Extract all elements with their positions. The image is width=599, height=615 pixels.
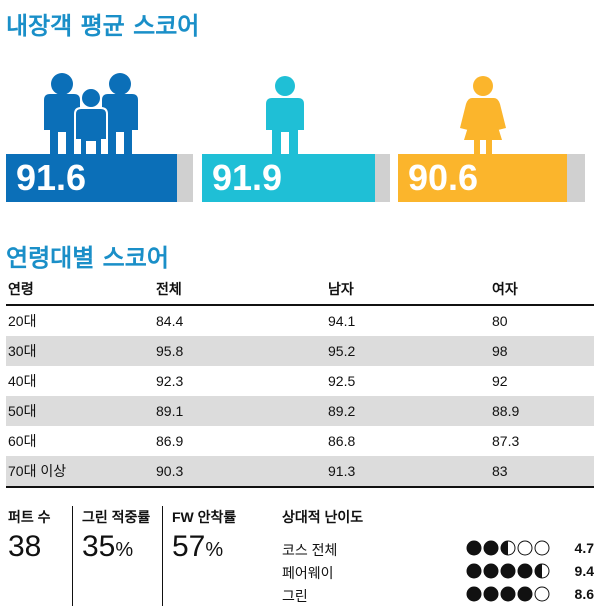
filled-dot — [500, 586, 516, 602]
difficulty-row: 그린 8.6 — [282, 584, 594, 606]
half-dot — [535, 564, 542, 578]
table-cell: 92.3 — [156, 373, 184, 389]
average-score-title: 내장객 평균 스코어 — [6, 12, 200, 40]
difficulty-rating — [466, 563, 550, 579]
gir-value: 35% — [82, 530, 133, 564]
table-cell: 86.9 — [156, 433, 184, 449]
table-cell: 92.5 — [328, 373, 356, 389]
difficulty-label: 그린 — [282, 588, 308, 604]
table-cell: 95.8 — [154, 336, 326, 366]
bar-value-female: 90.6 — [408, 157, 479, 198]
fw-number: 57 — [172, 530, 206, 563]
filled-dot — [483, 563, 499, 579]
filled-dot — [466, 563, 482, 579]
table-header-row: 연령 전체 남자 여자 — [6, 274, 594, 306]
table-cell: 98 — [490, 336, 594, 366]
bar-track-female: 90.6 — [398, 154, 585, 202]
table-cell: 70대 이상 — [6, 456, 154, 488]
table-row: 50대 89.1 89.2 88.9 — [6, 396, 594, 426]
table-cell: 95.2 — [326, 336, 490, 366]
table-cell: 88.9 — [490, 396, 594, 426]
table-cell: 40대 — [8, 373, 37, 389]
fw-label: FW 안착률 — [172, 509, 237, 525]
table-cell: 91.3 — [326, 456, 490, 488]
filled-dot — [483, 586, 499, 602]
difficulty-score: 4.7 — [574, 540, 594, 556]
difficulty-row: 코스 전체 4.7 — [282, 538, 594, 560]
filled-dot — [466, 586, 482, 602]
table-cell: 80 — [492, 313, 508, 329]
putts-value: 38 — [8, 530, 41, 564]
table-cell: 84.4 — [156, 313, 184, 329]
divider — [162, 506, 163, 606]
bar-all — [6, 154, 178, 202]
gir-label: 그린 적중률 — [82, 509, 151, 525]
filled-dot — [517, 586, 533, 602]
male-icon — [266, 76, 304, 156]
table-row: 20대 84.4 94.1 80 — [6, 305, 594, 336]
table-cell: 92 — [492, 373, 508, 389]
empty-dot — [534, 540, 550, 556]
table-cell: 50대 — [6, 396, 154, 426]
table-row: 60대 86.9 86.8 87.3 — [6, 426, 594, 456]
bar-male — [202, 154, 375, 202]
empty-dot — [517, 540, 533, 556]
difficulty-row: 페어웨이 9.4 — [282, 561, 594, 583]
difficulty-label: 코스 전체 — [282, 542, 338, 558]
difficulty-rating — [466, 586, 550, 602]
table-cell: 89.2 — [326, 396, 490, 426]
column-header-total: 전체 — [154, 274, 326, 306]
bar-value-male: 91.9 — [212, 157, 283, 198]
putts-number: 38 — [8, 530, 42, 563]
column-header-age: 연령 — [6, 274, 154, 306]
putts-label: 퍼트 수 — [8, 509, 51, 525]
table-cell: 87.3 — [492, 433, 520, 449]
difficulty-rating — [466, 540, 550, 556]
table-cell: 89.1 — [154, 396, 326, 426]
difficulty-score: 8.6 — [574, 586, 594, 602]
table-cell: 83 — [490, 456, 594, 488]
column-header-female: 여자 — [490, 274, 594, 306]
table-cell: 20대 — [8, 313, 37, 329]
gir-unit: % — [115, 539, 134, 561]
table-cell: 86.8 — [328, 433, 356, 449]
table-cell: 90.3 — [154, 456, 326, 488]
age-score-table: 연령 전체 남자 여자 20대 84.4 94.1 80 30대 95.8 95.2 98 40… — [6, 274, 594, 488]
table-cell: 60대 — [8, 433, 37, 449]
bar-female — [398, 154, 568, 202]
filled-dot — [466, 540, 482, 556]
difficulty-title: 상대적 난이도 — [282, 509, 364, 525]
female-icon — [460, 76, 506, 156]
difficulty-label: 페어웨이 — [282, 565, 334, 581]
bar-track-all: 91.6 — [6, 154, 193, 202]
age-score-title: 연령대별 스코어 — [6, 244, 169, 272]
filled-dot — [483, 540, 499, 556]
fw-unit: % — [205, 539, 224, 561]
table-row: 40대 92.3 92.5 92 — [6, 366, 594, 396]
divider — [72, 506, 73, 606]
bar-track-male: 91.9 — [202, 154, 390, 202]
table-row: 30대 95.8 95.2 98 — [6, 336, 594, 366]
difficulty-score: 9.4 — [574, 563, 594, 579]
bar-value-all: 91.6 — [16, 157, 87, 198]
empty-dot — [534, 586, 550, 602]
gir-number: 35 — [82, 530, 116, 563]
column-header-male: 남자 — [326, 274, 490, 306]
filled-dot — [517, 563, 533, 579]
filled-dot — [500, 563, 516, 579]
table-cell: 30대 — [6, 336, 154, 366]
group-people-icon — [44, 73, 138, 156]
table-cell: 94.1 — [328, 313, 356, 329]
fw-value: 57% — [172, 530, 223, 564]
table-row: 70대 이상 90.3 91.3 83 — [6, 456, 594, 488]
half-dot — [501, 541, 508, 555]
